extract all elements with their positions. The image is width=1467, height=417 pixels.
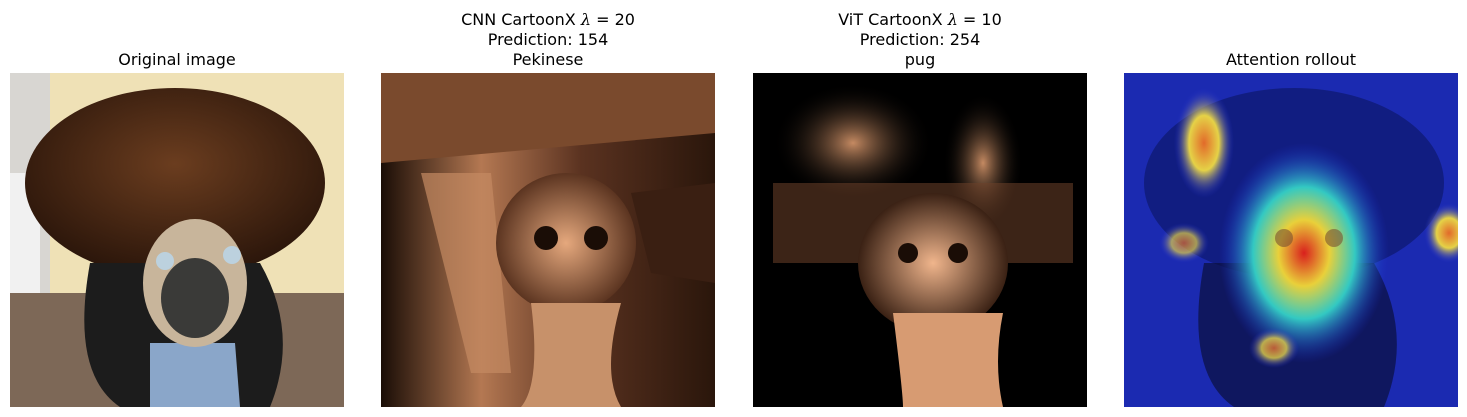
panel-title: Attention rollout [1124,50,1458,70]
original-image-svg [10,73,344,407]
panel-original: Original image [10,0,344,417]
prediction-line: Prediction: 254 [859,30,981,49]
panel-title: ViT CartoonX λ = 10 Prediction: 254 pug [753,10,1087,70]
panel-vit-cartoonx: ViT CartoonX λ = 10 Prediction: 254 pug [753,0,1087,417]
title-text: ViT CartoonX [838,10,948,29]
panel-title: Original image [10,50,344,70]
lambda-value: = 20 [591,10,635,29]
vit-cartoonx-image [753,73,1087,407]
title-line: Attention rollout [1225,50,1357,69]
title-line: ViT CartoonX λ = 10 [753,10,1087,30]
cnn-cartoonx-image [381,73,715,407]
class-line: pug [904,50,936,69]
panel-attention-rollout: Attention rollout [1124,0,1458,417]
lambda-symbol: λ [947,10,958,29]
title-text: CNN CartoonX [461,10,581,29]
title-line: Original image [118,50,236,69]
attention-rollout-image [1124,73,1458,407]
cnn-cartoonx-svg [381,73,715,407]
panel-cnn-cartoonx: CNN CartoonX λ = 20 Prediction: 154 Peki… [381,0,715,417]
title-line: CNN CartoonX λ = 20 [381,10,715,30]
original-image [10,73,344,407]
panel-title: CNN CartoonX λ = 20 Prediction: 154 Peki… [381,10,715,70]
attention-rollout-svg [1124,73,1458,407]
prediction-line: Prediction: 154 [487,30,609,49]
lambda-symbol: λ [580,10,591,29]
class-line: Pekinese [512,50,584,69]
lambda-value: = 10 [957,10,1002,29]
vit-cartoonx-svg [753,73,1087,407]
